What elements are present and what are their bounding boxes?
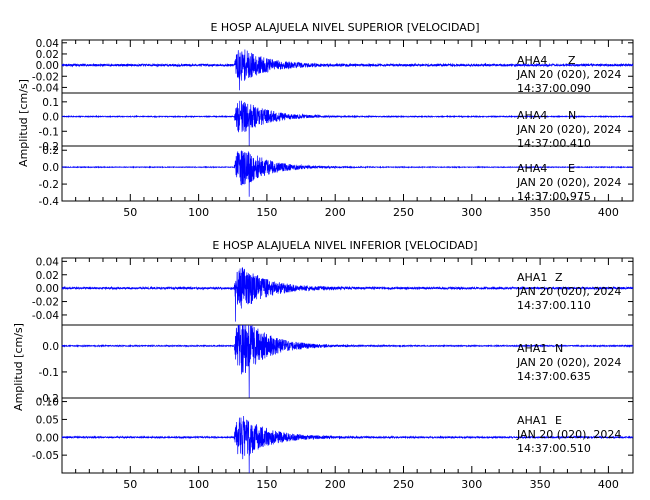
x-tick-label: 300 [461, 478, 482, 491]
x-tick-label: 250 [393, 478, 414, 491]
y-tick-label: 0.0 [42, 112, 59, 124]
y-tick-label: 0.02 [36, 270, 59, 282]
y-tick-label: -0.05 [32, 450, 59, 462]
y-tick-label: 0.2 [42, 145, 59, 157]
panel-aha1-e: 0.10 0.05 0.00 -0.05 AHA1 E JAN 20 (020), 2… [32, 397, 634, 474]
y-tick-label: -0.2 [39, 179, 60, 191]
waveform-trace [61, 150, 634, 197]
component-label: Z [555, 271, 563, 284]
component-label: Z [568, 54, 576, 67]
y-tick-label: -0.02 [32, 71, 59, 83]
date-label: JAN 20 (020), 2024 [516, 428, 621, 441]
x-tick-label: 350 [530, 478, 551, 491]
panel-frame [61, 397, 634, 474]
station-label: AHA1 [517, 414, 547, 427]
y-tick-label: 0.00 [36, 60, 59, 72]
x-tick-label: 350 [530, 206, 551, 219]
y-tick-label: -0.1 [39, 367, 60, 379]
waveform-trace [61, 49, 634, 91]
waveform-trace [61, 100, 634, 147]
panel-aha1-z: 0.04 0.020.00 -0.02-0.04 AHA1 Z JAN 20 (02… [32, 256, 634, 326]
time-label: 14:37:00.635 [517, 370, 591, 383]
x-tick-label: 50 [123, 478, 137, 491]
y-tick-label: -0.2 [39, 141, 60, 153]
y-tick-label: -0.1 [39, 126, 60, 138]
chart-title: E HOSP ALAJUELA NIVEL INFERIOR [VELOCIDA… [212, 239, 477, 252]
x-tick-label: 400 [598, 206, 619, 219]
x-tick-label: 150 [256, 478, 277, 491]
component-label: E [555, 414, 562, 427]
date-label: JAN 20 (020), 2024 [516, 356, 621, 369]
x-tick-label: 250 [393, 206, 414, 219]
y-tick-label: 0.00 [36, 432, 59, 444]
panel-aha4-e: 0.2 0.0 -0.2 -0.4 AHA4 E JAN 20 (020), 2024… [39, 145, 634, 208]
time-label: 14:37:00.410 [517, 137, 591, 150]
date-label: JAN 20 (020), 2024 [516, 285, 621, 298]
y-tick-label: 0.02 [36, 49, 59, 61]
y-tick-label: 0.00 [36, 283, 59, 295]
x-tick-label: 300 [461, 206, 482, 219]
date-label: JAN 20 (020), 2024 [516, 123, 621, 136]
y-tick-label: -0.04 [32, 82, 59, 94]
station-label: AHA4 [517, 162, 547, 175]
y-axis-label: Amplitud [cm/s] [12, 323, 25, 411]
x-tick-label: 100 [188, 478, 209, 491]
x-tick-label: 50 [123, 206, 137, 219]
y-tick-label: -0.4 [39, 196, 60, 208]
waveform-trace [61, 324, 634, 399]
y-tick-label: 0.05 [36, 414, 59, 426]
x-axis: 50 100 150 200 250 300 350 400 [75, 258, 623, 491]
time-label: 14:37:00.110 [517, 299, 591, 312]
station-label: AHA4 [517, 54, 547, 67]
y-tick-label: 0.10 [36, 397, 59, 409]
y-tick-label: 0.04 [36, 256, 60, 268]
y-tick-label: -0.02 [32, 297, 59, 309]
panel-aha1-n: 0.0 -0.1 -0.2 AHA1 N JAN 20 (020), 2024 14… [39, 324, 634, 405]
panel-aha4-n: 0.1 0.0 -0.1 -0.2 AHA4 N JAN 20 (020), 2024… [39, 92, 634, 153]
chart-upper: E HOSP ALAJUELA NIVEL SUPERIOR [VELOCIDA… [17, 21, 634, 219]
station-label: AHA1 [517, 342, 547, 355]
y-tick-label: 0.0 [42, 341, 59, 353]
x-tick-label: 400 [598, 478, 619, 491]
y-axis-label: Amplitud [cm/s] [17, 79, 30, 167]
time-label: 14:37:00.975 [517, 190, 591, 203]
y-tick-label: 0.04 [36, 38, 60, 50]
x-tick-label: 200 [325, 478, 346, 491]
x-tick-label: 100 [188, 206, 209, 219]
panel-frame [61, 145, 634, 202]
date-label: JAN 20 (020), 2024 [516, 176, 621, 189]
station-label: AHA1 [517, 271, 547, 284]
x-tick-label: 150 [256, 206, 277, 219]
time-label: 14:37:00.090 [517, 82, 591, 95]
time-label: 14:37:00.510 [517, 442, 591, 455]
y-tick-label: -0.2 [39, 393, 60, 405]
chart-title: E HOSP ALAJUELA NIVEL SUPERIOR [VELOCIDA… [210, 21, 479, 34]
component-label: N [555, 342, 563, 355]
chart-lower: E HOSP ALAJUELA NIVEL INFERIOR [VELOCIDA… [12, 239, 634, 491]
component-label: N [568, 109, 576, 122]
waveform-trace [61, 415, 634, 474]
component-label: E [568, 162, 575, 175]
x-axis: 50 100 150 200 250 300 350 400 [75, 40, 623, 219]
date-label: JAN 20 (020), 2024 [516, 68, 621, 81]
y-tick-label: -0.04 [32, 310, 59, 322]
station-label: AHA4 [517, 109, 547, 122]
y-tick-label: 0.1 [42, 97, 59, 109]
y-tick-label: 0.0 [42, 162, 59, 174]
panel-aha4-z: 0.040.020.00-0.02-0.04 AHA4 Z JAN 20 (02… [32, 38, 634, 95]
waveform-trace [61, 267, 634, 322]
x-tick-label: 200 [325, 206, 346, 219]
